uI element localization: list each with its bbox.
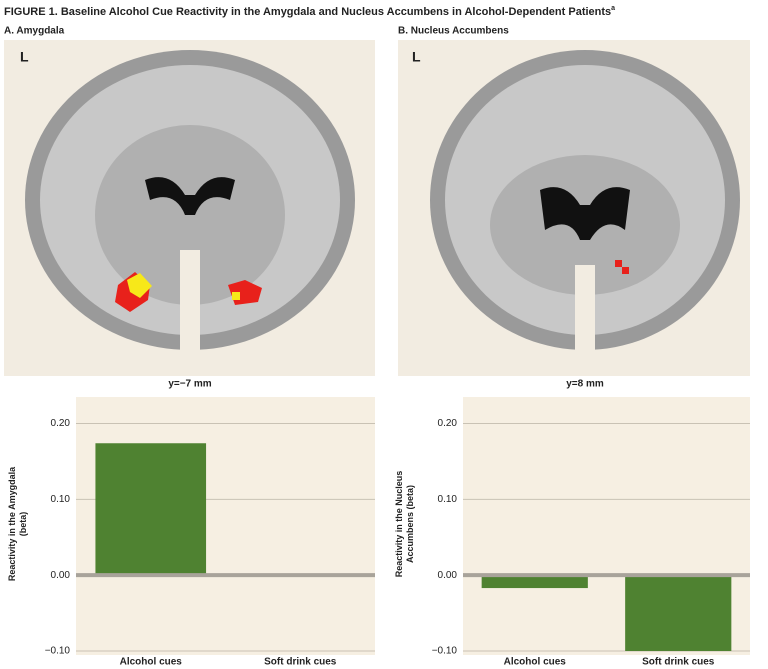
x-tick-label: Alcohol cues: [120, 657, 183, 668]
y-axis-label-line: Reactivity in the Nucleus: [394, 471, 404, 578]
title-text: FIGURE 1. Baseline Alcohol Cue Reactivit…: [4, 6, 611, 18]
y-tick-label: −0.10: [45, 646, 71, 657]
y-axis-label: Reactivity in the Amygdala(beta): [7, 466, 28, 581]
bar: [625, 575, 732, 651]
brain-image: [398, 40, 750, 376]
title-note: a: [611, 5, 615, 12]
figure-title: FIGURE 1. Baseline Alcohol Cue Reactivit…: [4, 5, 615, 18]
slice-label: y=−7 mm: [168, 379, 211, 390]
panel-label: B. Nucleus Accumbens: [398, 26, 509, 37]
y-axis-label: Reactivity in the NucleusAccumbens (beta…: [394, 471, 415, 578]
y-axis-label-line: Accumbens (beta): [405, 485, 415, 563]
x-tick-label: Soft drink cues: [264, 657, 337, 668]
panel-label: A. Amygdala: [4, 26, 65, 37]
slice-label: y=8 mm: [566, 379, 604, 390]
y-tick-label: 0.10: [438, 494, 458, 505]
y-tick-label: 0.10: [51, 494, 71, 505]
y-tick-label: 0.20: [438, 418, 458, 429]
x-tick-label: Soft drink cues: [642, 657, 715, 668]
x-tick-label: Alcohol cues: [504, 657, 567, 668]
bar: [481, 575, 588, 589]
y-tick-label: −0.10: [432, 646, 458, 657]
orientation-label: L: [412, 49, 421, 65]
y-tick-label: 0.20: [51, 418, 71, 429]
bar: [95, 443, 207, 576]
orientation-label: L: [20, 49, 29, 65]
brain-image: [4, 40, 375, 376]
y-axis-label-line: Reactivity in the Amygdala: [7, 466, 17, 581]
y-axis-label-line: (beta): [18, 512, 28, 537]
y-tick-label: 0.00: [438, 570, 458, 581]
y-tick-label: 0.00: [51, 570, 71, 581]
